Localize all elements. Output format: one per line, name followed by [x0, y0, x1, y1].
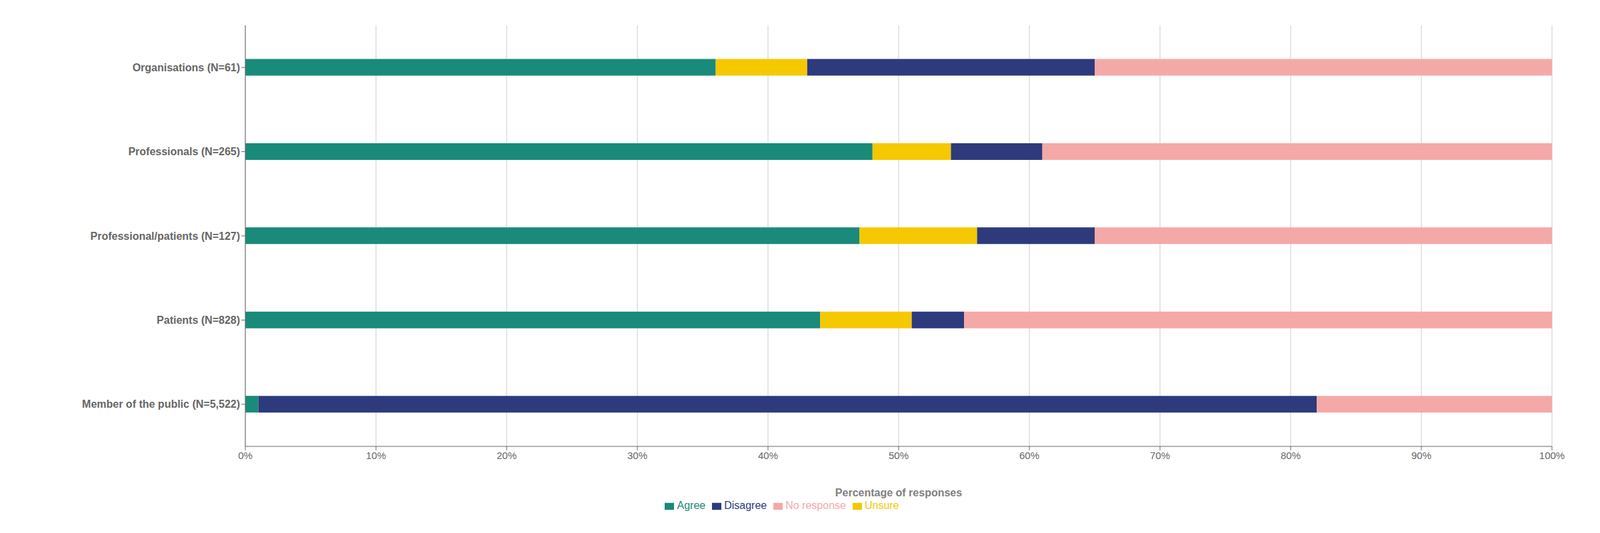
html-text:Agree: Agree: [677, 500, 706, 512]
html-text:Disagree: Disagree: [724, 500, 767, 512]
svg-text:40%: 40%: [758, 450, 778, 462]
svg-text:50%: 50%: [888, 450, 909, 462]
svg-text:20%: 20%: [496, 450, 517, 462]
svg-text:Patients (N=828): Patients (N=828): [156, 314, 240, 326]
svg-text:Member of the public (N=5,522): Member of the public (N=5,522): [82, 398, 240, 410]
html-text:No response: No response: [785, 500, 846, 512]
svg-text:10%: 10%: [366, 450, 386, 462]
svg-text:Professional/patients (N=127): Professional/patients (N=127): [90, 230, 240, 242]
svg-text:Organisations (N=61): Organisations (N=61): [132, 62, 240, 74]
svg-text:60%: 60%: [1019, 450, 1040, 462]
svg-text:Professionals (N=265): Professionals (N=265): [128, 146, 240, 158]
html-text:Unsure: Unsure: [864, 500, 899, 512]
svg-text:70%: 70%: [1150, 450, 1170, 462]
svg-text:Percentage of responses: Percentage of responses: [835, 487, 962, 499]
svg-text:30%: 30%: [627, 450, 648, 462]
svg-text:0%: 0%: [238, 450, 253, 462]
svg-text:80%: 80%: [1280, 450, 1301, 462]
svg-text:100%: 100%: [1539, 450, 1565, 462]
svg-text:90%: 90%: [1411, 450, 1432, 462]
